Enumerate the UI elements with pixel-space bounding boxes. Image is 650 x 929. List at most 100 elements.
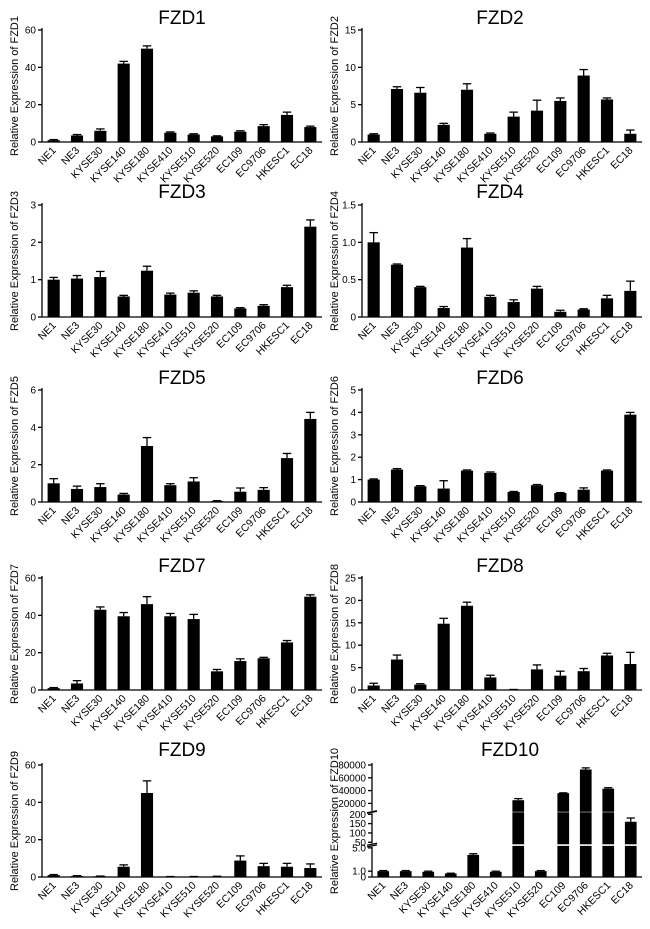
- bar: [600, 655, 614, 690]
- bar: [507, 491, 520, 502]
- bar: [47, 279, 60, 317]
- bar: [390, 659, 404, 690]
- y-tick-label: 40: [25, 611, 37, 622]
- bar: [210, 501, 224, 502]
- axis-break-mark: [366, 810, 378, 814]
- bar: [304, 596, 317, 690]
- bar: [187, 481, 200, 502]
- bar: [257, 866, 270, 877]
- axis-break-mark: [366, 844, 378, 848]
- bar: [484, 133, 497, 142]
- bar: [164, 485, 177, 502]
- bar: [304, 127, 317, 142]
- bar: [234, 491, 247, 502]
- bar: [187, 619, 200, 690]
- y-tick-label: 4: [350, 408, 356, 419]
- bar: [579, 769, 592, 877]
- bar: [507, 116, 520, 142]
- bar: [94, 130, 107, 142]
- bar: [94, 487, 107, 502]
- y-tick-label: 0: [360, 873, 366, 884]
- y-tick-label: 3: [350, 430, 356, 441]
- axis-break-gap: [369, 843, 375, 847]
- panel-fzd7: FZD7 Relative Expression of FZD7 0 20 40 60 NE…: [9, 556, 322, 733]
- bar-break-gap: [578, 844, 593, 846]
- bar: [554, 675, 567, 690]
- bar: [554, 493, 567, 502]
- y-tick-label: 100: [349, 828, 366, 839]
- chart-title: FZD8: [476, 556, 524, 577]
- bar: [600, 99, 614, 142]
- bar: [367, 479, 380, 502]
- category-label: NE1: [36, 320, 59, 343]
- y-tick-label: 2: [350, 453, 356, 464]
- y-tick-label: 5: [350, 663, 356, 674]
- bar: [164, 616, 177, 690]
- y-tick-label: 2: [30, 238, 36, 249]
- bar: [47, 483, 60, 502]
- bar: [280, 866, 294, 877]
- category-label: EC18: [288, 693, 315, 720]
- bar: [140, 270, 154, 317]
- bar: [577, 671, 590, 690]
- bar: [210, 296, 224, 317]
- bar: [460, 89, 474, 142]
- bar: [437, 308, 450, 317]
- y-tick-label: 6: [30, 386, 36, 397]
- y-tick-label: 20: [25, 648, 37, 659]
- y-tick-label: 20: [25, 835, 37, 846]
- bar: [600, 470, 614, 502]
- bar: [422, 871, 435, 877]
- chart-title: FZD9: [158, 740, 206, 761]
- y-tick-label: 150: [349, 819, 366, 830]
- category-label: EC18: [608, 505, 635, 532]
- bar: [484, 472, 497, 502]
- y-tick-label: 0: [350, 498, 356, 509]
- category-label: EC18: [288, 505, 315, 532]
- y-axis-label: Relative Expression of FZD2: [329, 16, 341, 156]
- bar: [624, 664, 637, 690]
- bar: [414, 92, 427, 142]
- y-tick-label: 60: [25, 761, 37, 772]
- y-tick-label: 5.0: [352, 843, 366, 854]
- category-label: EC18: [288, 880, 315, 907]
- bar: [117, 616, 130, 690]
- bar-break-gap: [623, 844, 638, 846]
- bar: [377, 871, 390, 877]
- y-tick-label: 0: [30, 498, 36, 509]
- y-tick-label: 50: [355, 838, 367, 849]
- bar: [530, 669, 544, 690]
- category-label: NE1: [365, 880, 388, 903]
- bar: [367, 134, 380, 142]
- y-axis-label: Relative Expression of FZD6: [329, 376, 341, 516]
- category-label: EC18: [288, 145, 315, 172]
- bar: [47, 875, 60, 877]
- bar: [530, 288, 544, 317]
- bar: [624, 290, 637, 317]
- bar: [602, 788, 615, 877]
- bar: [577, 309, 590, 317]
- chart-title: FZD10: [481, 740, 539, 761]
- category-label: NE1: [36, 145, 59, 168]
- y-tick-label: 0: [350, 313, 356, 324]
- bar: [257, 305, 270, 317]
- bar: [554, 100, 567, 142]
- y-axis-label: Relative Expression of FZD3: [9, 191, 21, 331]
- bar: [390, 469, 404, 502]
- y-tick-label: 25: [345, 574, 357, 585]
- bar: [600, 298, 614, 317]
- y-axis-label: Relative Expression of FZD4: [329, 191, 341, 331]
- category-label: EC18: [288, 320, 315, 347]
- bar-break-gap: [511, 844, 526, 846]
- bar: [484, 296, 497, 317]
- chart-title: FZD4: [476, 182, 524, 203]
- y-axis-label: Relative Expression of FZD8: [329, 564, 341, 704]
- axis-break-mark: [366, 842, 378, 846]
- bar: [280, 458, 294, 502]
- y-tick-label: 0: [350, 686, 356, 697]
- y-tick-label: 0: [350, 138, 356, 149]
- chart-title: FZD3: [158, 182, 206, 203]
- bar: [367, 685, 380, 690]
- bar: [140, 604, 154, 690]
